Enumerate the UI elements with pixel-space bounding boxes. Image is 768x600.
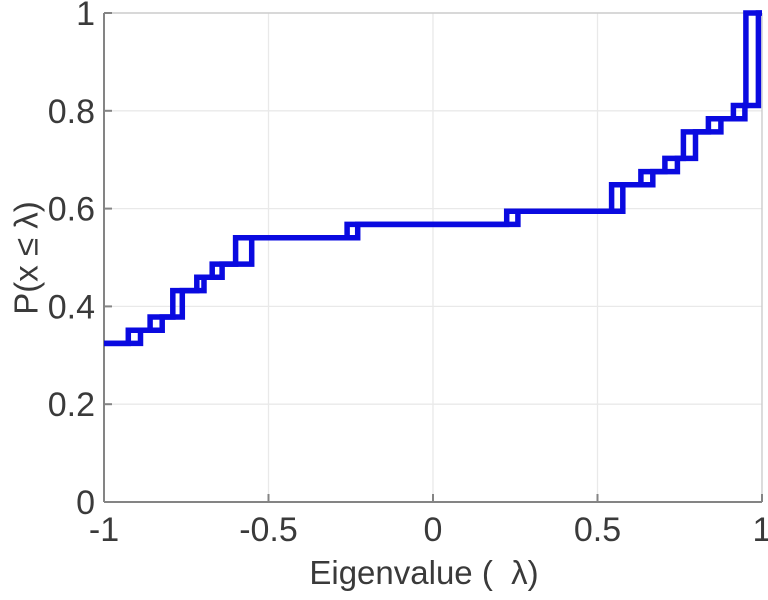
- curve-ecdf-leading-edge: [104, 10, 762, 347]
- x-tick-label: -1: [89, 511, 119, 549]
- x-tick-label: 1: [753, 511, 768, 549]
- y-tick-label: 0.6: [48, 191, 95, 229]
- x-tick-label: 0: [424, 511, 443, 549]
- y-tick-label: 0.2: [48, 386, 95, 424]
- x-tick-label: -0.5: [239, 511, 298, 549]
- y-axis-label: P(x ≤ λ): [7, 201, 45, 315]
- y-tick-label: 0.4: [48, 288, 95, 326]
- curve-ecdf-trailing-edge: [104, 10, 762, 347]
- x-tick-label: 0.5: [574, 511, 621, 549]
- x-axis-label: Eigenvalue ( λ): [309, 554, 539, 591]
- y-tick-label: 0: [76, 484, 95, 522]
- y-tick-label: 0.8: [48, 93, 95, 131]
- y-tick-label: 1: [76, 0, 95, 33]
